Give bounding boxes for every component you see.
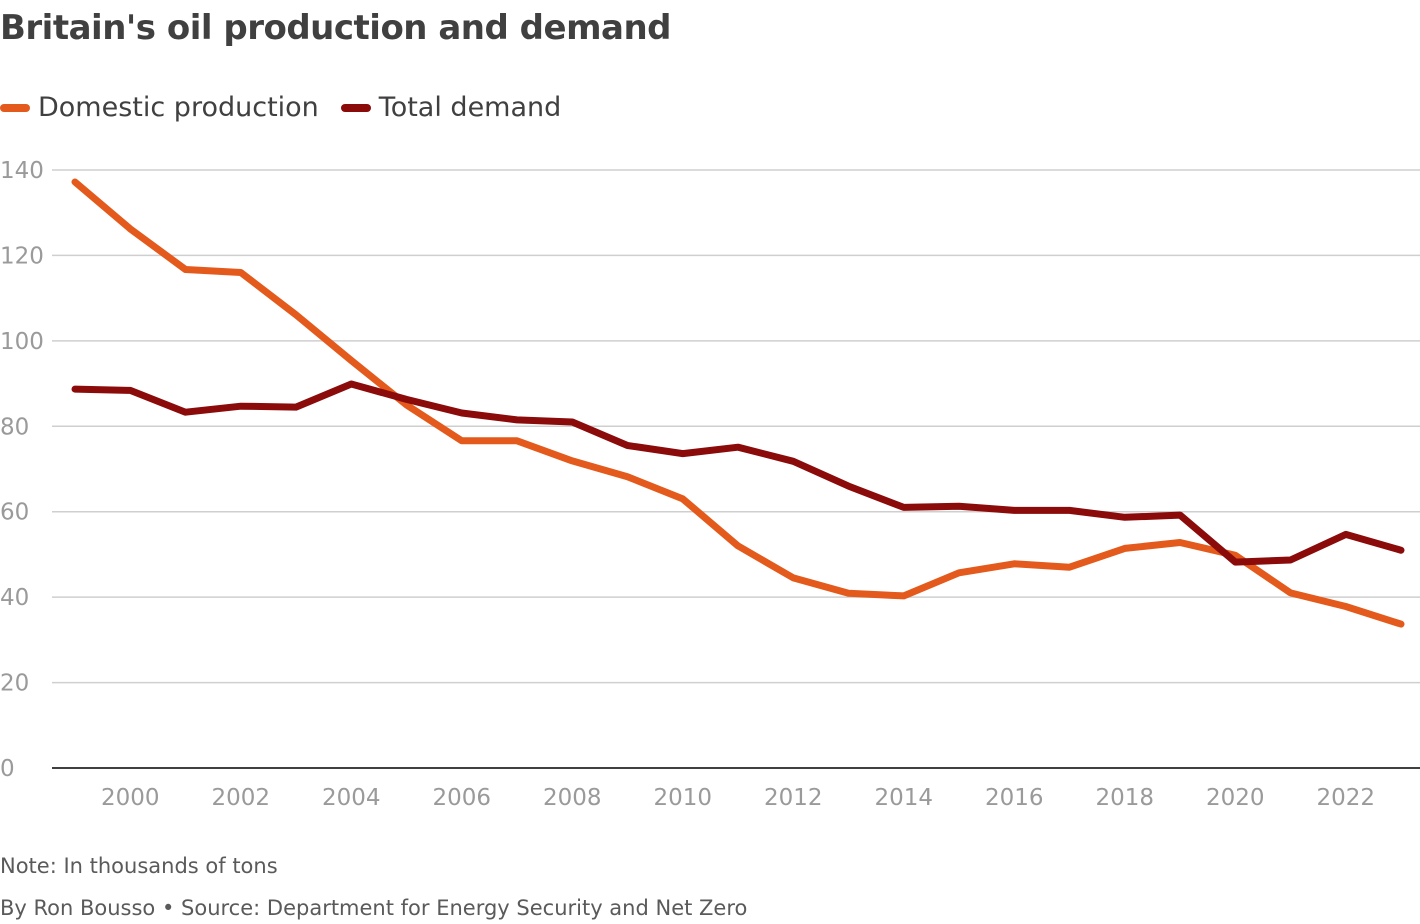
y-tick-label-100: 100 <box>0 329 44 355</box>
y-tick-label-40: 40 <box>0 585 29 611</box>
chart-source: By Ron Bousso • Source: Department for E… <box>0 896 748 920</box>
x-tick-label-2012: 2012 <box>764 785 823 811</box>
x-tick-label-2014: 2014 <box>874 785 933 811</box>
x-tick-label-2008: 2008 <box>543 785 602 811</box>
y-tick-label-80: 80 <box>0 414 29 440</box>
x-tick-label-2006: 2006 <box>432 785 491 811</box>
legend-label-domestic-production: Domestic production <box>38 92 319 123</box>
series-line-domestic-production <box>71 178 1405 628</box>
x-tick-label-2016: 2016 <box>985 785 1044 811</box>
x-tick-label-2002: 2002 <box>211 785 270 811</box>
y-tick-label-20: 20 <box>0 671 29 697</box>
series-line-total-demand <box>71 380 1405 566</box>
legend-label-total-demand: Total demand <box>378 92 562 123</box>
x-tick-label-2004: 2004 <box>322 785 381 811</box>
chart-note: Note: In thousands of tons <box>0 854 278 878</box>
legend-item-total-demand: Total demand <box>340 92 562 123</box>
x-tick-label-2000: 2000 <box>101 785 160 811</box>
y-tick-label-0: 0 <box>0 756 15 782</box>
chart-legend: Domestic production Total demand <box>0 92 583 123</box>
legend-swatch-total-demand <box>340 103 371 112</box>
x-tick-label-2020: 2020 <box>1206 785 1265 811</box>
y-tick-label-120: 120 <box>0 243 44 269</box>
chart-title: Britain's oil production and demand <box>0 8 671 48</box>
x-tick-label-2010: 2010 <box>653 785 712 811</box>
y-tick-label-140: 140 <box>0 158 44 184</box>
y-tick-label-60: 60 <box>0 500 29 526</box>
x-tick-label-2018: 2018 <box>1095 785 1154 811</box>
legend-item-domestic-production: Domestic production <box>0 92 319 123</box>
legend-swatch-domestic-production <box>0 103 30 112</box>
x-tick-label-2022: 2022 <box>1316 785 1375 811</box>
